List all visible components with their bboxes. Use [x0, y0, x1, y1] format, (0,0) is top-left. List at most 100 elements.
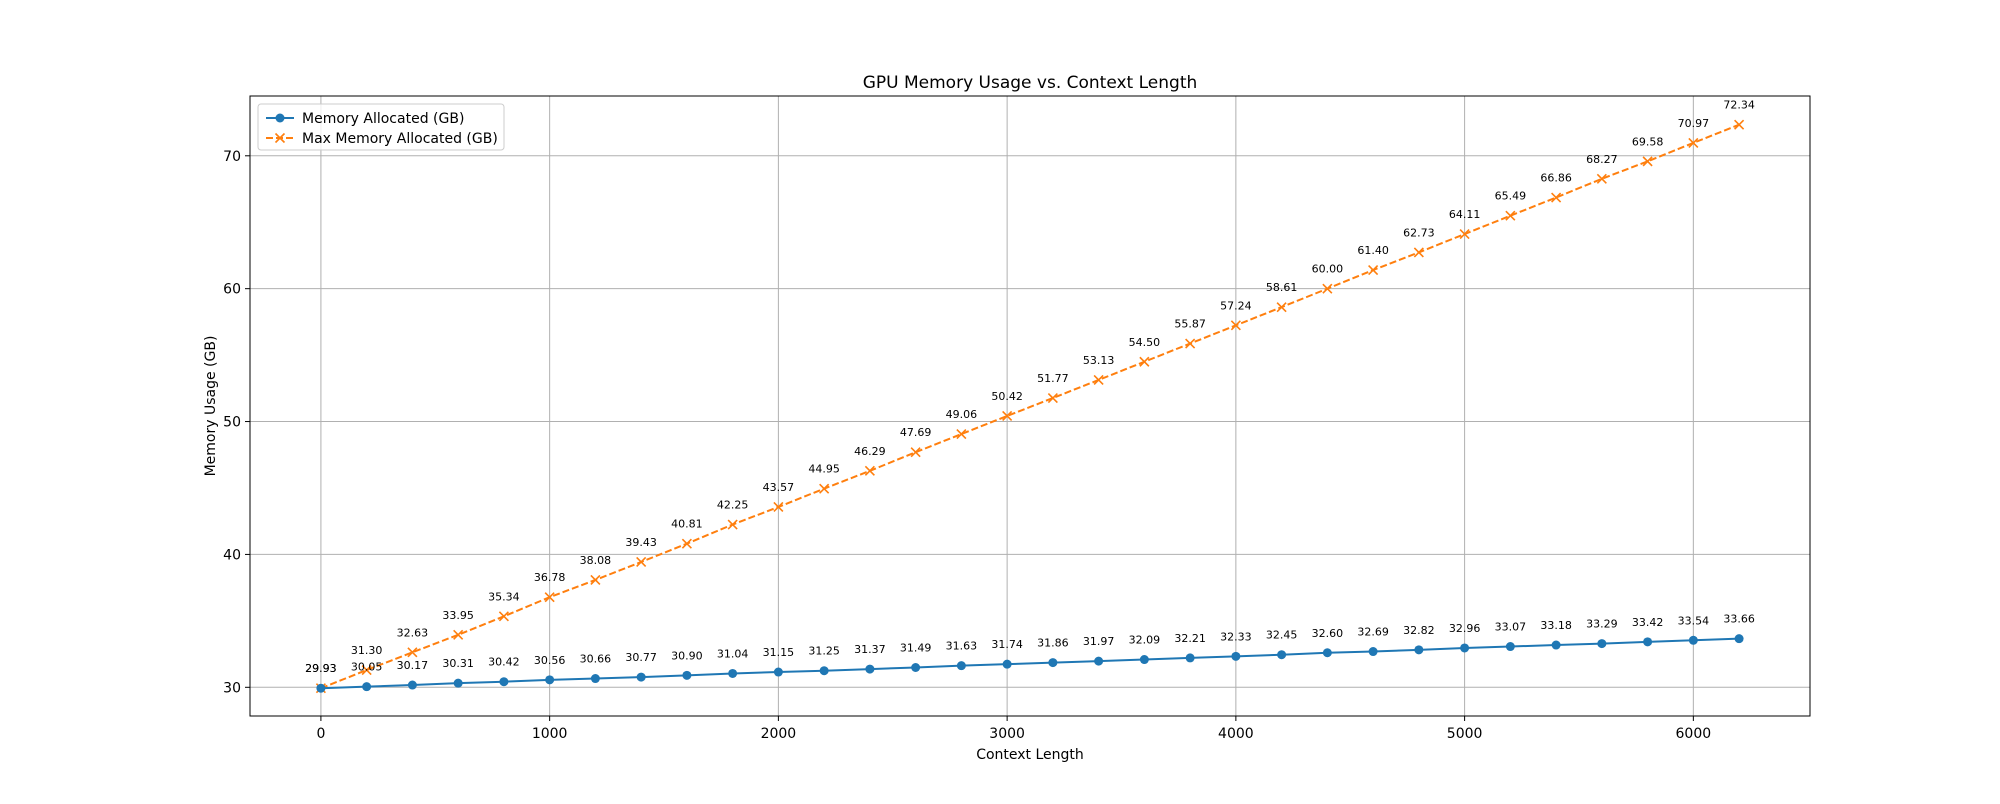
data-label: 29.93 [305, 662, 337, 675]
data-point [499, 677, 509, 687]
x-tick-label: 0 [316, 726, 325, 742]
data-point [498, 611, 509, 622]
data-point [1368, 647, 1378, 657]
y-tick-label: 70 [223, 149, 241, 165]
data-point [1139, 655, 1149, 665]
data-point [590, 574, 601, 586]
data-label: 30.90 [671, 649, 703, 662]
data-point [1231, 651, 1241, 661]
data-point [1460, 643, 1470, 653]
data-point [1139, 356, 1150, 367]
data-label: 33.18 [1540, 619, 1572, 632]
legend-marker [275, 113, 285, 123]
data-label: 58.61 [1266, 281, 1298, 294]
data-label: 64.11 [1449, 208, 1481, 221]
data-label: 43.57 [763, 481, 795, 494]
data-point [773, 501, 784, 513]
data-point [636, 556, 647, 568]
data-point [1551, 640, 1561, 650]
data-label: 36.78 [534, 571, 566, 584]
data-label: 47.69 [900, 426, 932, 439]
data-label: 32.21 [1174, 632, 1206, 645]
grid-lines [250, 96, 1810, 716]
data-point [1414, 645, 1424, 655]
data-point [1505, 642, 1515, 652]
data-point [911, 663, 921, 673]
series-line [320, 123, 1740, 690]
data-label: 51.77 [1037, 372, 1069, 385]
data-label: 31.15 [763, 646, 795, 659]
data-point [956, 661, 966, 671]
data-point [1002, 410, 1013, 422]
data-label: 31.37 [854, 643, 886, 656]
y-tick-label: 60 [223, 282, 241, 298]
data-label: 32.63 [397, 626, 429, 639]
data-point [956, 428, 967, 440]
data-point [407, 680, 417, 690]
data-label: 69.58 [1632, 135, 1664, 148]
data-label: 30.77 [625, 651, 657, 664]
data-point [1688, 137, 1699, 148]
data-label: 30.05 [351, 661, 383, 674]
plot-area-frame [249, 95, 1811, 717]
data-label: 32.33 [1220, 630, 1252, 643]
y-tick-label: 30 [223, 680, 241, 696]
data-point [1277, 650, 1287, 660]
y-tick-label: 40 [223, 547, 241, 563]
data-point [1094, 656, 1104, 666]
chart-title: GPU Memory Usage vs. Context Length [863, 73, 1198, 93]
data-point [362, 682, 372, 692]
data-point [773, 667, 783, 677]
x-tick-label: 5000 [1447, 726, 1483, 742]
data-point [1597, 639, 1607, 649]
data-point [636, 672, 646, 682]
data-point [682, 670, 692, 680]
data-point [819, 483, 830, 494]
data-label: 31.86 [1037, 637, 1069, 650]
y-tick-label: 50 [223, 415, 241, 431]
data-label: 30.17 [397, 659, 429, 672]
data-label: 50.42 [991, 390, 1023, 403]
x-axis-label: Context Length [976, 747, 1084, 763]
data-label: 32.82 [1403, 624, 1435, 637]
data-label: 33.95 [442, 609, 474, 622]
data-label: 39.43 [625, 536, 657, 549]
data-label: 65.49 [1495, 190, 1527, 203]
data-label: 32.60 [1312, 627, 1344, 640]
series-max-memory-allocated [315, 119, 1745, 694]
data-label: 30.31 [442, 657, 474, 670]
data-label: 32.69 [1357, 626, 1389, 639]
data-point [1322, 648, 1332, 658]
data-label: 35.34 [488, 590, 520, 603]
data-label: 31.04 [717, 647, 749, 660]
data-label: 32.96 [1449, 622, 1481, 635]
data-label: 66.86 [1540, 172, 1572, 185]
data-label: 57.24 [1220, 299, 1252, 312]
data-point [728, 668, 738, 678]
data-point [1596, 173, 1607, 184]
data-label: 33.42 [1632, 616, 1664, 629]
data-point [1643, 637, 1653, 647]
data-label: 40.81 [671, 518, 703, 531]
data-point [544, 592, 555, 603]
data-point [681, 538, 692, 549]
data-point [819, 666, 829, 676]
data-label: 68.27 [1586, 153, 1618, 166]
data-point [910, 447, 921, 458]
data-label: 32.45 [1266, 629, 1298, 642]
data-point [864, 465, 875, 476]
data-label: 31.74 [991, 638, 1023, 651]
data-point [1276, 302, 1287, 313]
data-label: 31.30 [351, 644, 383, 657]
data-label: 31.63 [946, 640, 978, 653]
legend-item: Memory Allocated (GB) [266, 111, 464, 127]
y-axis-label: Memory Usage (GB) [203, 336, 219, 477]
data-label: 62.73 [1403, 226, 1435, 239]
data-point [1734, 119, 1745, 130]
data-label: 49.06 [946, 408, 978, 421]
data-label: 44.95 [808, 463, 840, 476]
data-label: 31.97 [1083, 635, 1115, 648]
data-label: 55.87 [1174, 318, 1206, 331]
